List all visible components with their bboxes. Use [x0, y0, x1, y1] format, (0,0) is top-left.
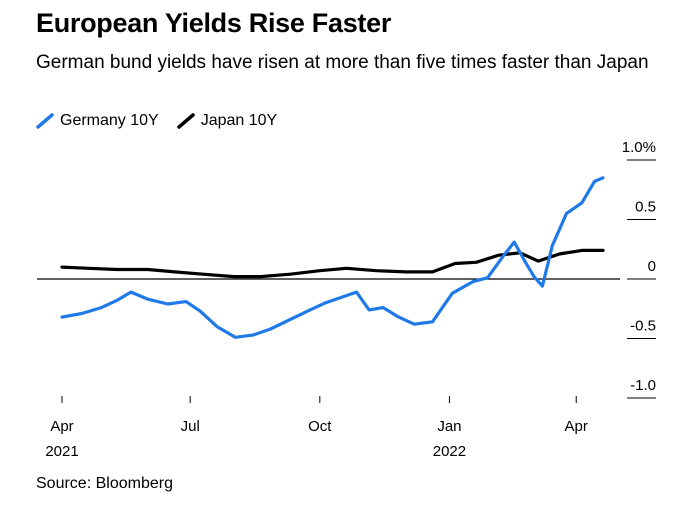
- y-tick-label: 1.0%: [622, 139, 656, 156]
- y-tick-label: -1.0: [630, 377, 656, 394]
- chart-subtitle: German bund yields have risen at more th…: [36, 52, 649, 73]
- yield-line-chart: 1.0% 0.5 0 -0.5 -1.0 Apr 2021 Jul Oct Jan 2022 Apr: [37, 139, 656, 460]
- x-tick-label: Jan: [437, 418, 461, 435]
- y-tick-label: -0.5: [630, 318, 656, 335]
- x-tick-label: Oct: [308, 418, 332, 435]
- x-tick-label: Apr: [50, 418, 73, 435]
- series-line-japan: [60, 248, 605, 279]
- legend-swatch-germany-icon: [36, 112, 54, 130]
- chart-legend: Germany 10Y Japan 10Y: [36, 112, 295, 130]
- series-line-germany: [60, 176, 605, 339]
- legend-item-germany: Germany 10Y: [36, 112, 159, 130]
- y-tick-label: 0.5: [635, 199, 656, 216]
- x-tick-label: Jul: [181, 418, 200, 435]
- legend-label-japan: Japan 10Y: [200, 112, 278, 129]
- chart-title: European Yields Rise Faster: [36, 8, 392, 38]
- legend-swatch-japan-icon: [176, 112, 195, 130]
- x-tick-label: Apr: [565, 418, 588, 435]
- y-tick-label: 0: [648, 258, 656, 275]
- legend-item-japan: Japan 10Y: [176, 112, 278, 130]
- source-note: Source: Bloomberg: [36, 475, 173, 492]
- x-tick-year-label: 2021: [45, 443, 78, 460]
- legend-label-germany: Germany 10Y: [60, 112, 159, 129]
- x-tick-year-label: 2022: [433, 443, 466, 460]
